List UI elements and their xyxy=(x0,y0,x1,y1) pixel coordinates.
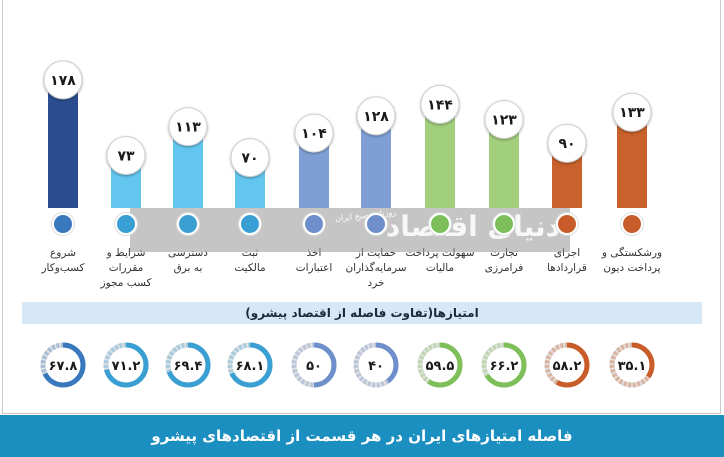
score-label-4: ۶۸.۱ xyxy=(236,359,265,374)
score-label-10: ۳۵.۱ xyxy=(618,359,647,374)
category-label-9: اجرای قراردادها xyxy=(547,247,587,274)
score-label-6: ۴۰ xyxy=(368,359,384,374)
score-label-2: ۷۱.۲ xyxy=(112,359,141,374)
watermark-main: دنیای اقتصاد xyxy=(385,210,560,243)
bar-value-label-9: ۹۰ xyxy=(558,136,575,152)
bar-value-label-7: ۱۴۴ xyxy=(427,97,453,113)
score-label-1: ۶۷.۸ xyxy=(49,359,78,374)
section-title: امتیازها(تفاوت فاصله از اقتصاد پیشرو) xyxy=(245,306,479,320)
score-label-8: ۶۶.۲ xyxy=(490,359,519,374)
bar-value-label-4: ۷۰ xyxy=(241,151,258,167)
section-band: امتیازها(تفاوت فاصله از اقتصاد پیشرو) xyxy=(22,302,702,324)
score-ring-6 xyxy=(353,342,399,388)
bar-value-label-2: ۷۳ xyxy=(117,148,135,164)
score-donuts: ۶۷.۸ ۷۱.۲ ۶۹.۴ ۶۸.۱ ۵۰ ۴۰ ۵۹.۵ ۶۶.۲ ۵۸.۲ ۳۵.۱ xyxy=(40,342,655,388)
tools-icon xyxy=(115,213,137,235)
bar-value-label-5: ۱۰۴ xyxy=(301,126,327,142)
footer-bar: فاصله امتیازهای ایران در هر قسمت از اقتص… xyxy=(0,415,724,457)
money-icon xyxy=(365,213,387,235)
bar-value-bubble-10 xyxy=(612,92,652,132)
score-ring-1 xyxy=(40,342,86,388)
score-ring-7 xyxy=(417,342,463,388)
score-label-9: ۵۸.۲ xyxy=(553,359,582,374)
bar-value-label-10: ۱۳۳ xyxy=(619,105,645,121)
score-label-7: ۵۹.۵ xyxy=(426,359,455,374)
court-icon xyxy=(556,213,578,235)
score-ring-8 xyxy=(481,342,527,388)
category-label-1: شروع کسب‌وکار xyxy=(41,247,85,274)
score-ring-2 xyxy=(103,342,149,388)
score-ring-9 xyxy=(544,342,590,388)
bar-value-label-3: ۱۱۳ xyxy=(175,120,201,136)
bar-value-bubble-6 xyxy=(356,96,396,136)
gavel-icon xyxy=(621,213,643,235)
tax-icon xyxy=(429,213,451,235)
bar-value-bubble-9 xyxy=(547,123,587,163)
bar-value-bubble-7 xyxy=(420,84,460,124)
score-ring-10 xyxy=(609,342,655,388)
score-label-5: ۵۰ xyxy=(306,359,322,374)
bar-1 xyxy=(48,79,78,208)
footer-title: فاصله امتیازهای ایران در هر قسمت از اقتص… xyxy=(151,427,573,445)
bulb-icon xyxy=(177,213,199,235)
score-ring-4 xyxy=(227,342,273,388)
bar-value-bubble-1 xyxy=(43,60,83,100)
bar-value-bubble-3 xyxy=(168,107,208,147)
score-label-3: ۶۹.۴ xyxy=(174,359,203,374)
category-label-6: حمایت از سرمایه‌گذاران خرد xyxy=(345,247,407,289)
bar-value-label-1: ۱۷۸ xyxy=(50,73,76,89)
bar-value-label-8: ۱۲۳ xyxy=(491,112,517,128)
bar-value-label-6: ۱۲۸ xyxy=(363,109,389,125)
bar-value-bubble-4 xyxy=(230,138,270,178)
score-ring-3 xyxy=(165,342,211,388)
card-icon xyxy=(303,213,325,235)
score-ring-5 xyxy=(291,342,337,388)
bar-chart: ۱۷۸ ۷۳ ۱۱۳ ۷۰ ۱۰۴ ۱۲۸ ۱۴۴ ۱۲۳ ۹۰ ۱۳۳ xyxy=(43,60,652,208)
building-icon xyxy=(52,213,74,235)
bar-value-bubble-2 xyxy=(106,135,146,175)
ship-icon xyxy=(493,213,515,235)
house-icon xyxy=(239,213,261,235)
bar-value-bubble-5 xyxy=(294,113,334,153)
bar-value-bubble-8 xyxy=(484,99,524,139)
category-label-10: ورشکستگی و پرداخت دیون xyxy=(601,247,663,274)
